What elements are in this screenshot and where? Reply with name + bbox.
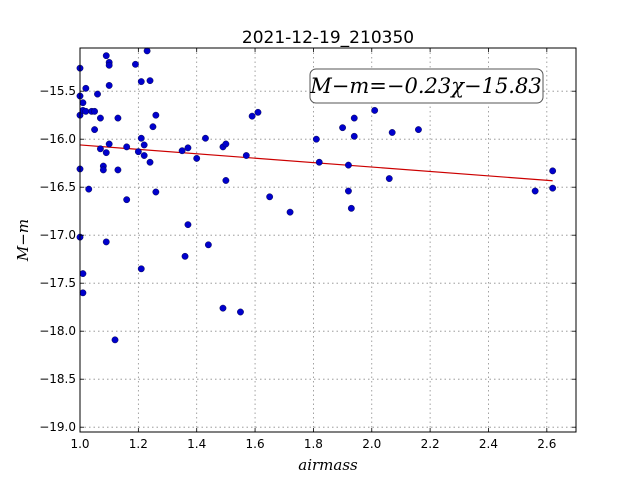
- y-tick-label: −18.0: [39, 324, 76, 338]
- x-tick-label: 2.6: [537, 437, 556, 451]
- data-point: [137, 78, 145, 86]
- data-point: [134, 148, 142, 156]
- plot-frame: [79, 47, 577, 433]
- data-point: [350, 114, 358, 122]
- y-tick-label: −17.0: [39, 228, 76, 242]
- data-point: [178, 147, 186, 155]
- data-point: [146, 77, 154, 85]
- x-tick-label: 1.4: [187, 437, 206, 451]
- data-point: [102, 238, 110, 246]
- data-point: [184, 144, 192, 152]
- data-point: [97, 114, 104, 122]
- data-point: [102, 149, 110, 157]
- chart-title: 2021-12-19_210350: [242, 28, 414, 48]
- data-point: [312, 135, 320, 143]
- x-tick-label: 1.8: [304, 437, 323, 451]
- data-point: [388, 129, 396, 136]
- data-point: [339, 124, 346, 132]
- data-point: [105, 61, 113, 69]
- data-point: [91, 107, 98, 115]
- data-point: [123, 143, 131, 151]
- data-point: [193, 154, 201, 162]
- y-tick-label: −16.5: [39, 180, 76, 194]
- data-point: [82, 84, 90, 92]
- data-point: [222, 140, 230, 148]
- data-point: [85, 185, 93, 193]
- data-point: [181, 252, 189, 260]
- data-point: [99, 166, 107, 174]
- x-tick-label: 1.2: [129, 437, 148, 451]
- data-point: [140, 141, 148, 149]
- x-tick-label: 2.4: [479, 437, 498, 451]
- data-point: [94, 90, 101, 98]
- data-points: [76, 47, 557, 344]
- data-point: [114, 114, 122, 122]
- equation-box-frame: [309, 68, 544, 104]
- data-point: [347, 204, 355, 212]
- x-tick-label: 2.0: [362, 437, 381, 451]
- data-point: [82, 107, 90, 115]
- data-point: [248, 112, 256, 120]
- y-tick-label: −19.0: [39, 420, 76, 434]
- data-point: [132, 60, 139, 68]
- data-point: [105, 82, 113, 89]
- data-point: [345, 187, 352, 195]
- fit-equation: M−m=−0.23χ−15.83: [309, 74, 541, 98]
- data-point: [202, 134, 209, 142]
- y-tick-label: −16.0: [39, 132, 76, 146]
- data-point: [105, 140, 113, 148]
- data-point: [123, 196, 131, 204]
- x-axis-label: airmass: [298, 456, 358, 474]
- data-point: [266, 193, 274, 201]
- data-point: [152, 111, 160, 119]
- data-point: [146, 158, 154, 166]
- data-point: [79, 289, 87, 297]
- y-axis-label: M−m: [14, 219, 32, 262]
- data-point: [242, 152, 250, 159]
- data-point: [79, 99, 87, 107]
- y-tick-label: −17.5: [39, 276, 76, 290]
- data-point: [102, 52, 110, 60]
- data-point: [111, 336, 119, 344]
- fit-equation-box: M−m=−0.23χ−15.83: [309, 68, 544, 104]
- y-tick-label: −15.5: [39, 84, 76, 98]
- data-point: [97, 145, 104, 153]
- data-point: [143, 47, 151, 55]
- data-point: [286, 208, 294, 216]
- data-point: [137, 265, 145, 273]
- x-tick-label: 2.2: [421, 437, 440, 451]
- data-point: [152, 188, 160, 196]
- data-point: [350, 132, 358, 140]
- plot-area: [80, 48, 576, 432]
- data-point: [345, 161, 352, 169]
- data-point: [114, 166, 122, 174]
- data-point: [219, 304, 227, 312]
- data-point: [184, 221, 192, 229]
- data-point: [204, 241, 212, 249]
- data-point: [385, 175, 393, 182]
- y-tick-label: −18.5: [39, 372, 76, 386]
- data-point: [237, 308, 244, 316]
- x-tick-label: 1.0: [70, 437, 89, 451]
- data-point: [549, 184, 557, 192]
- data-point: [140, 152, 148, 159]
- data-point: [415, 126, 422, 134]
- data-point: [79, 270, 87, 277]
- data-point: [149, 123, 157, 131]
- data-point: [222, 177, 230, 184]
- data-point: [254, 108, 262, 116]
- data-point: [549, 167, 557, 175]
- data-point: [137, 134, 145, 142]
- axis-ticks: 1.0 1.2 1.4 1.6 1.8 2.0 2.2 2.4 2.6 −15.5 −16.0 −16…: [39, 48, 576, 451]
- x-tick-label: 1.6: [246, 437, 265, 451]
- data-point: [91, 126, 98, 134]
- data-point: [371, 107, 379, 114]
- data-point: [531, 187, 539, 195]
- data-point: [315, 158, 323, 166]
